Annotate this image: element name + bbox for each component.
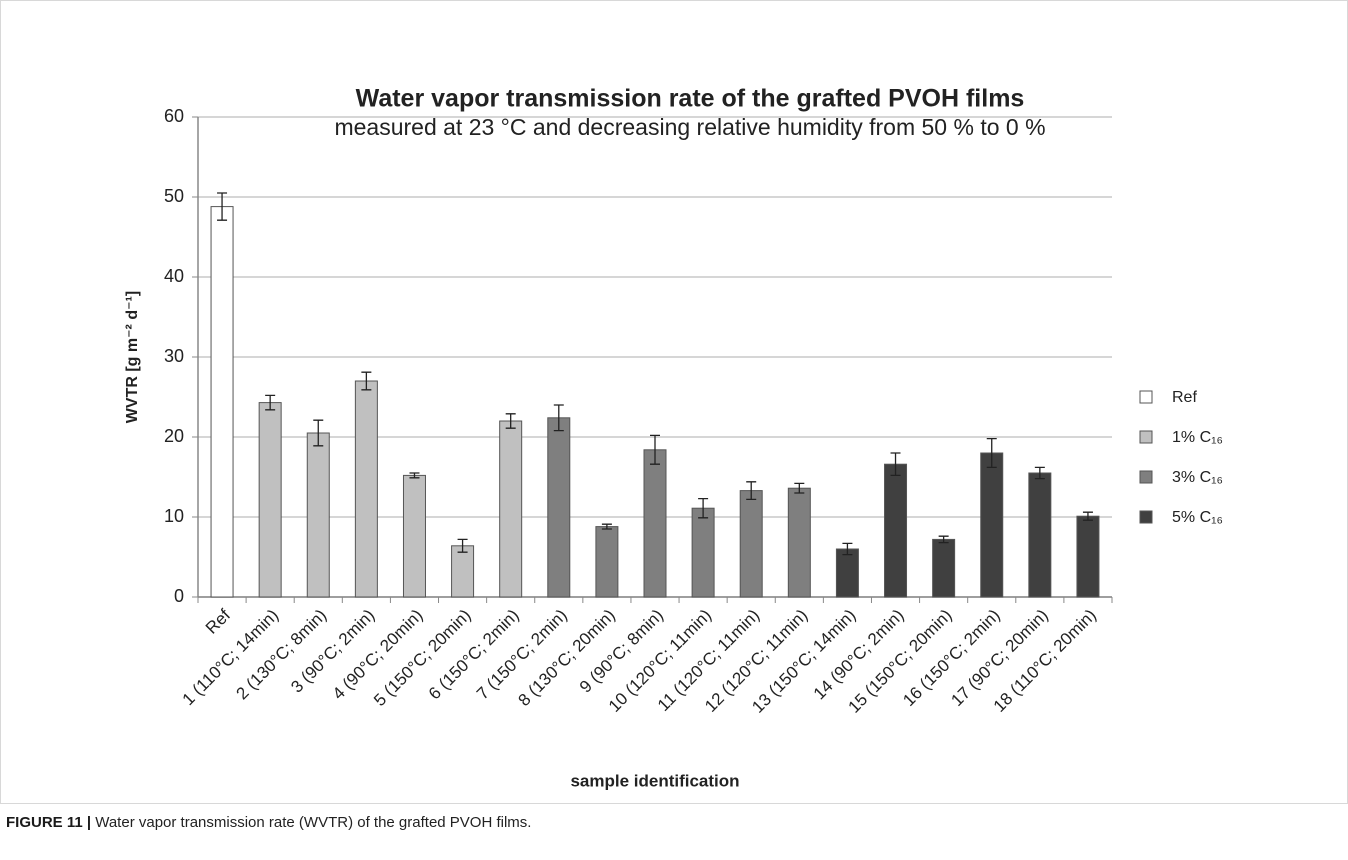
legend-label: 3% C₁₆ bbox=[1172, 469, 1223, 486]
error-bar bbox=[746, 481, 757, 501]
bar bbox=[402, 474, 426, 598]
y-tick-label: 40 bbox=[164, 266, 184, 286]
bar bbox=[932, 538, 956, 598]
error-bar bbox=[217, 192, 228, 221]
error-bar bbox=[601, 523, 612, 530]
y-axis-title: WVTR [g m⁻² d⁻¹] bbox=[124, 291, 141, 423]
chart-title: Water vapor transmission rate of the gra… bbox=[356, 85, 1025, 113]
y-tick-label: 20 bbox=[164, 426, 184, 446]
legend-swatch bbox=[1139, 470, 1153, 484]
bar bbox=[884, 463, 908, 598]
legend-label: 5% C₁₆ bbox=[1172, 509, 1223, 526]
bar bbox=[210, 206, 234, 598]
bar bbox=[595, 526, 619, 598]
error-bar bbox=[553, 404, 564, 432]
error-bar bbox=[1034, 466, 1045, 480]
error-bar bbox=[265, 394, 276, 411]
bar bbox=[691, 507, 715, 598]
error-bar bbox=[313, 419, 324, 447]
bar bbox=[258, 402, 282, 598]
chart-subtitle: measured at 23 °C and decreasing relativ… bbox=[334, 114, 1045, 140]
legend-label: 1% C₁₆ bbox=[1172, 429, 1223, 446]
bar bbox=[980, 452, 1004, 598]
error-bar bbox=[505, 413, 516, 429]
error-bar bbox=[361, 371, 372, 391]
bar bbox=[643, 449, 667, 598]
y-tick-label: 10 bbox=[164, 506, 184, 526]
legend-label: Ref bbox=[1172, 389, 1197, 406]
error-bar bbox=[1082, 511, 1093, 521]
error-bar bbox=[938, 535, 949, 544]
bar bbox=[547, 417, 571, 598]
y-tick-label: 0 bbox=[174, 586, 184, 606]
x-tick-label: 3 (90°C; 2min) bbox=[287, 606, 378, 697]
bar bbox=[739, 490, 763, 598]
legend-swatch bbox=[1139, 510, 1153, 524]
bar bbox=[1028, 472, 1052, 598]
bar bbox=[499, 420, 523, 598]
x-tick-label: Ref bbox=[202, 605, 234, 637]
y-tick-label: 30 bbox=[164, 346, 184, 366]
caption-label: FIGURE 11 | bbox=[6, 814, 92, 831]
error-bar bbox=[794, 482, 805, 494]
error-bar bbox=[409, 472, 420, 479]
caption: FIGURE 11 | Water vapor transmission rat… bbox=[6, 814, 531, 831]
caption-text: Water vapor transmission rate (WVTR) of … bbox=[95, 814, 532, 831]
x-axis-title: sample identification bbox=[570, 771, 739, 790]
bar bbox=[1076, 515, 1100, 598]
error-bar bbox=[457, 538, 468, 553]
bar bbox=[451, 545, 475, 598]
error-bar bbox=[650, 434, 660, 465]
chart: Water vapor transmission rate of the gra… bbox=[0, 0, 1348, 804]
bar bbox=[306, 432, 330, 598]
error-bar bbox=[842, 542, 853, 556]
error-bar bbox=[986, 437, 997, 469]
error-bar bbox=[890, 452, 901, 477]
legend-swatch bbox=[1139, 390, 1153, 404]
y-tick-label: 50 bbox=[164, 186, 184, 206]
bar bbox=[354, 380, 378, 598]
legend-swatch bbox=[1139, 430, 1153, 444]
x-tick-label: 9 (90°C; 8min) bbox=[576, 606, 667, 697]
bar bbox=[835, 548, 859, 598]
y-tick-label: 60 bbox=[164, 106, 184, 126]
bar bbox=[787, 487, 811, 598]
error-bar bbox=[698, 497, 709, 519]
